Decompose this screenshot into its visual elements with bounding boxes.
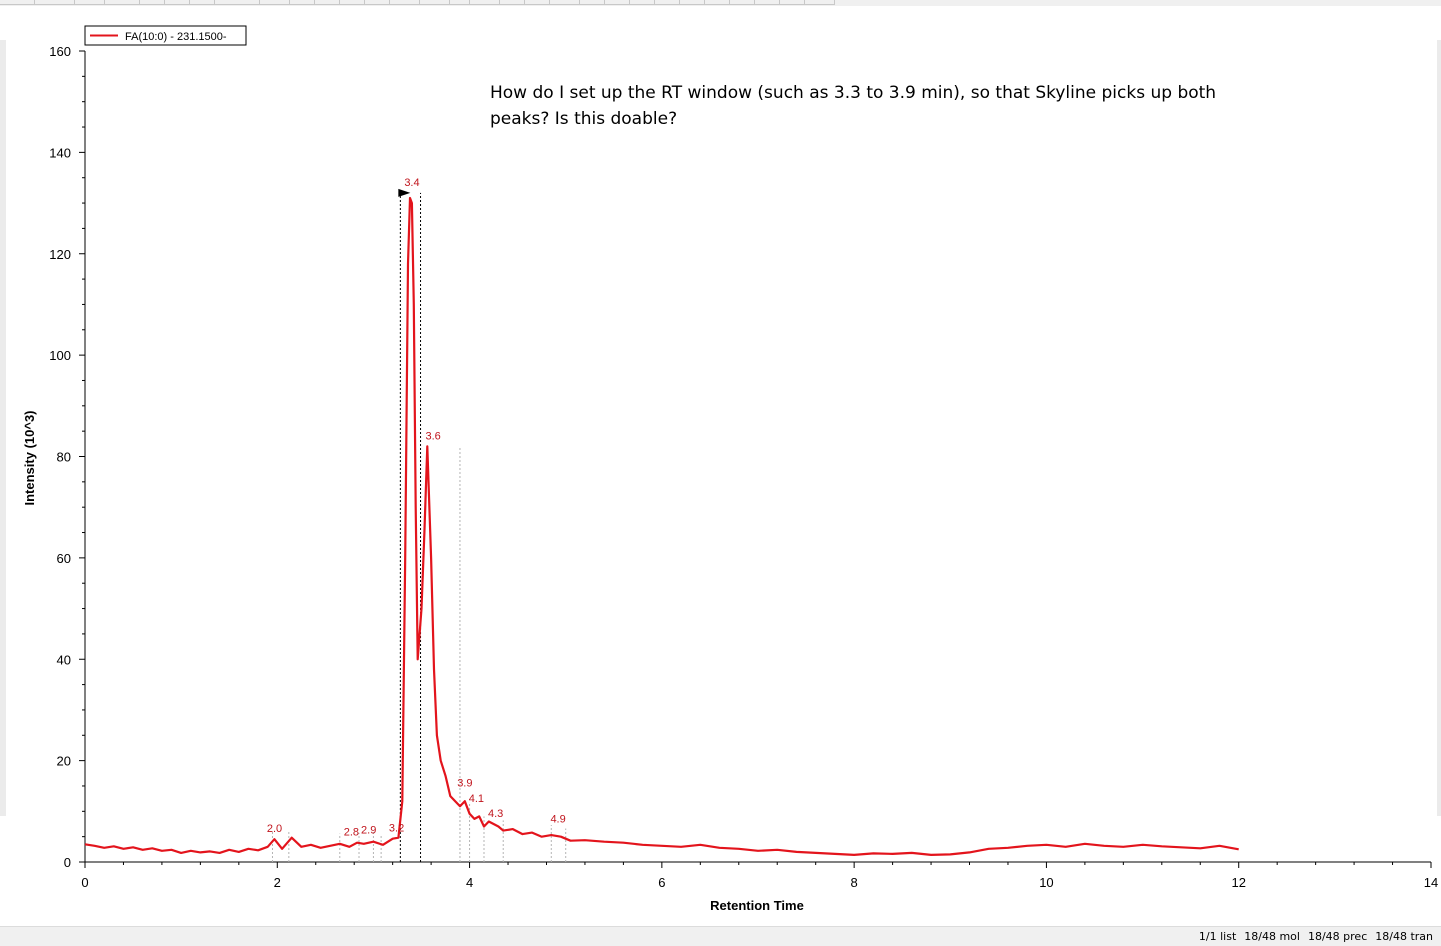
peak-label: 4.1 xyxy=(469,793,484,805)
toolbar-tab[interactable] xyxy=(215,0,260,5)
toolbar-tab[interactable] xyxy=(420,0,450,5)
peak-labels: 2.0 2.8 2.9 3.2 3.4 3.6 3.9 4.1 4.3 4.9 xyxy=(267,177,566,839)
toolbar-tab[interactable] xyxy=(550,0,580,5)
y-tick-label: 60 xyxy=(57,551,71,566)
toolbar-tab[interactable] xyxy=(105,0,140,5)
series-line xyxy=(84,196,1239,856)
y-tick-label: 80 xyxy=(57,450,71,465)
peak-label: 4.3 xyxy=(488,808,503,820)
integration-bounds[interactable] xyxy=(398,188,422,862)
toolbar-tab[interactable] xyxy=(755,0,780,5)
peak-label: 2.8 xyxy=(344,827,359,839)
toolbar-tab[interactable] xyxy=(390,0,420,5)
toolbar-tab[interactable] xyxy=(680,0,705,5)
toolbar-tab[interactable] xyxy=(605,0,630,5)
peak-label: 2.9 xyxy=(361,825,376,837)
toolbar-tab[interactable] xyxy=(525,0,550,5)
question-annotation: How do I set up the RT window (such as 3… xyxy=(490,83,1217,129)
status-mol-count: 18/48 mol xyxy=(1244,930,1300,943)
x-tick-label: 12 xyxy=(1231,875,1245,890)
status-bar: 1/1 list 18/48 mol 18/48 prec 18/48 tran xyxy=(0,926,1441,946)
x-tick-label: 2 xyxy=(274,875,281,890)
y-tick-label: 40 xyxy=(57,652,71,667)
x-axis-title: Retention Time xyxy=(710,898,804,913)
x-tick-label: 14 xyxy=(1424,875,1438,890)
peak-label: 3.9 xyxy=(457,778,472,790)
right-panel-edge xyxy=(1437,40,1441,816)
y-tick-label: 140 xyxy=(49,145,71,160)
peak-label: 3.6 xyxy=(425,430,440,442)
toolbar-tab[interactable] xyxy=(805,0,835,5)
x-tick-label: 10 xyxy=(1039,875,1053,890)
peak-label: 3.4 xyxy=(404,177,419,189)
legend-box xyxy=(84,25,247,46)
peak-marker-lines xyxy=(271,446,567,862)
peak-label: 3.2 xyxy=(389,823,404,835)
y-tick-label: 20 xyxy=(57,754,71,769)
toolbar-tab[interactable] xyxy=(0,0,35,5)
toolbar-tab[interactable] xyxy=(315,0,340,5)
y-tick-label: 120 xyxy=(49,247,71,262)
series-layer xyxy=(84,196,1239,856)
toolbar-tab[interactable] xyxy=(75,0,105,5)
toolbar-tab[interactable] xyxy=(260,0,290,5)
toolbar-tab[interactable] xyxy=(470,0,500,5)
peak-label: 4.9 xyxy=(550,814,565,826)
toolbar-tab[interactable] xyxy=(450,0,470,5)
x-tick-label: 0 xyxy=(81,875,88,890)
status-list-count: 1/1 list xyxy=(1198,930,1237,943)
toolbar-tab[interactable] xyxy=(35,0,75,5)
toolbar-tab[interactable] xyxy=(500,0,525,5)
toolbar-tab[interactable] xyxy=(340,0,365,5)
x-tick-label: 8 xyxy=(851,875,858,890)
toolbar-tab[interactable] xyxy=(190,0,215,5)
y-tick-label: 160 xyxy=(49,44,71,59)
toolbar-tab[interactable] xyxy=(580,0,605,5)
x-tick-label: 4 xyxy=(466,875,473,890)
legend-label: FA(10:0) - 231.1500- xyxy=(125,31,227,43)
integration-arrow-icon xyxy=(398,188,411,197)
toolbar-tab[interactable] xyxy=(365,0,390,5)
legend: FA(10:0) - 231.1500- xyxy=(84,25,247,46)
y-tick-label: 0 xyxy=(64,855,71,870)
toolbar-tab[interactable] xyxy=(290,0,315,5)
toolbar-tab[interactable] xyxy=(705,0,730,5)
toolbar-tab[interactable] xyxy=(780,0,805,5)
x-tick-label: 6 xyxy=(658,875,665,890)
toolbar-tab[interactable] xyxy=(165,0,190,5)
peak-label: 2.0 xyxy=(267,823,282,835)
status-prec-count: 18/48 prec xyxy=(1307,930,1368,943)
left-panel-edge xyxy=(0,40,6,816)
status-tran-count: 18/48 tran xyxy=(1375,930,1433,943)
toolbar-tab[interactable] xyxy=(140,0,165,5)
toolbar-tab[interactable] xyxy=(730,0,755,5)
toolbar-tab[interactable] xyxy=(655,0,680,5)
y-axis-title: Intensity (10^3) xyxy=(22,410,37,505)
axes: 0 2 4 6 8 10 12 14020406080100120140160Retentio… xyxy=(22,44,1438,913)
y-tick-label: 100 xyxy=(49,348,71,363)
chromatogram-chart[interactable]: 0 2 4 6 8 10 12 14020406080100120140160Retentio… xyxy=(0,0,1441,926)
toolbar-tab[interactable] xyxy=(630,0,655,5)
toolbar-strip xyxy=(0,0,1441,6)
